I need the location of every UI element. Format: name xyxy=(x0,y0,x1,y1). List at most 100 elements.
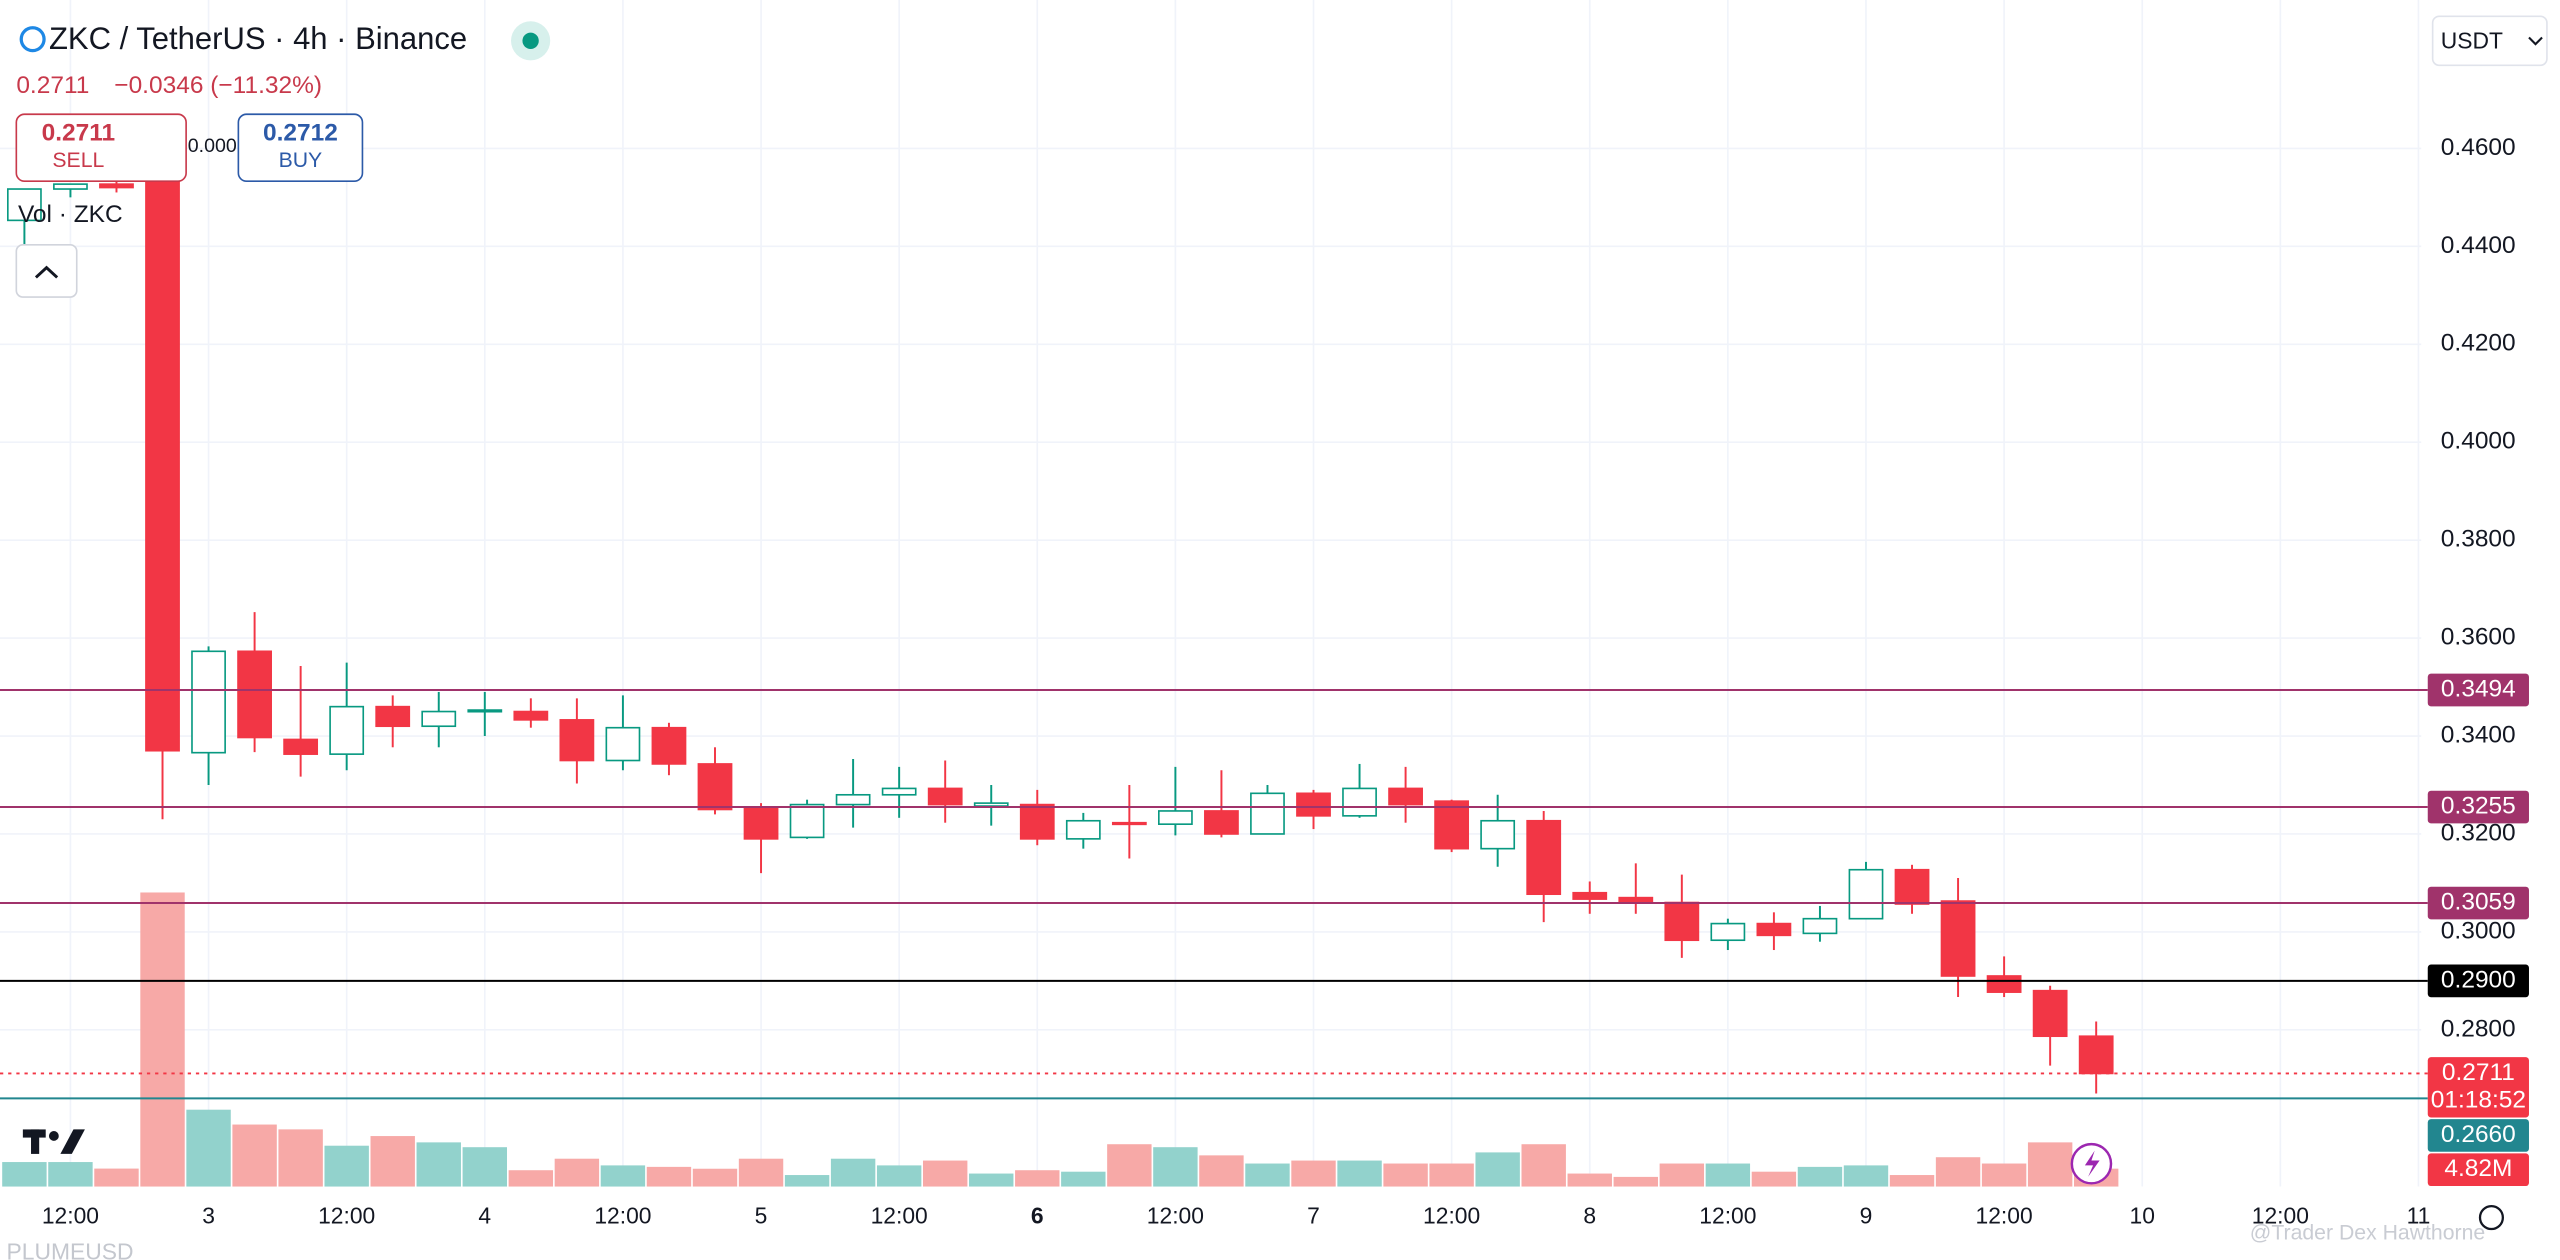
volume-bar xyxy=(2,1162,47,1187)
price-label: 0.3059 xyxy=(2441,888,2516,915)
y-tick-label: 0.4400 xyxy=(2441,232,2516,259)
watermark: @Trader Dex Hawthorne xyxy=(2250,1221,2485,1244)
y-tick-label: 0.3600 xyxy=(2441,624,2516,651)
x-tick-label: 7 xyxy=(1307,1203,1320,1229)
y-tick-label: 0.3400 xyxy=(2441,721,2516,748)
candle-body xyxy=(99,183,134,189)
candle-body xyxy=(467,709,503,713)
volume-bar xyxy=(1153,1147,1198,1187)
volume-bar xyxy=(2027,1142,2073,1187)
plot: 12:00 3 12:00 4 12:00 5 12:00 6 12:00 7 12:00 8 12:0… xyxy=(0,0,2516,1229)
candle-body xyxy=(835,793,871,806)
x-tick-label: 12:00 xyxy=(318,1203,375,1229)
candle-body xyxy=(191,650,226,754)
volume-bar xyxy=(1843,1165,1889,1187)
volume-bar xyxy=(370,1136,415,1187)
volume-bar xyxy=(738,1158,784,1187)
candle-body xyxy=(1111,821,1147,826)
dropdown-icon xyxy=(2528,36,2543,46)
spread: 0.0001 xyxy=(188,135,248,157)
volume-bar xyxy=(1981,1163,2027,1187)
y-tick-label: 0.3800 xyxy=(2441,526,2516,553)
price-label-box xyxy=(2427,1119,2529,1152)
candle-body xyxy=(1802,917,1838,935)
volume-bar xyxy=(94,1168,139,1187)
sell-price: 0.2711 xyxy=(42,119,116,146)
candle-body xyxy=(927,787,963,806)
volume-bar xyxy=(646,1166,692,1187)
candle-body xyxy=(1848,868,1884,920)
candle-body xyxy=(1940,900,1976,977)
price-label: 0.2711 xyxy=(2442,1059,2515,1086)
volume-bar xyxy=(508,1170,554,1187)
volume-bar xyxy=(1567,1173,1612,1187)
volume-bar xyxy=(140,892,185,1187)
buy-button[interactable] xyxy=(237,113,364,182)
volume-bar xyxy=(830,1158,876,1187)
y-tick-label: 0.4600 xyxy=(2441,134,2516,161)
candle-body xyxy=(1158,810,1193,825)
candle-body xyxy=(559,719,595,762)
candle-body xyxy=(1480,819,1516,850)
price-label: 0.3494 xyxy=(2441,675,2516,702)
status-dot xyxy=(522,32,539,49)
candle-body xyxy=(513,710,549,721)
sell-button[interactable] xyxy=(15,113,187,182)
settings-icon[interactable] xyxy=(2478,1204,2504,1231)
volume-bar xyxy=(969,1173,1014,1187)
candle-body xyxy=(651,726,687,765)
symbol-icon xyxy=(19,26,46,53)
candle-body xyxy=(743,807,779,840)
volume-bar xyxy=(186,1109,231,1187)
candle-body xyxy=(1572,891,1608,900)
price-label-box xyxy=(2427,1057,2529,1118)
volume-bar xyxy=(554,1158,600,1187)
lightning-icon xyxy=(2084,1150,2100,1177)
volume-bar xyxy=(876,1165,922,1187)
x-tick-label: 12:00 xyxy=(42,1203,99,1229)
volume-bar xyxy=(1383,1163,1428,1187)
candle-body xyxy=(697,763,733,811)
x-tick-label: 6 xyxy=(1031,1203,1044,1229)
candle-body xyxy=(237,650,272,739)
volume-bar xyxy=(1935,1157,1981,1187)
x-tick-label: 12:00 xyxy=(1423,1203,1480,1229)
candle-body xyxy=(1065,819,1101,840)
candle-body xyxy=(1388,787,1423,806)
volume-bar xyxy=(1797,1166,1843,1187)
x-tick-label: 5 xyxy=(755,1203,768,1229)
volume-label: 4.82M xyxy=(2444,1155,2512,1182)
chevron-icon xyxy=(34,265,59,279)
candle-body xyxy=(1664,901,1700,942)
x-tick-label: 12:00 xyxy=(1699,1203,1756,1229)
candle-body xyxy=(1434,800,1470,850)
currency: USDT xyxy=(2441,27,2503,53)
candle-body xyxy=(1618,896,1654,904)
candle-body xyxy=(1986,975,2022,993)
volume-legend: Vol · ZKC xyxy=(18,201,123,228)
x-tick-label: 12:00 xyxy=(2252,1203,2309,1229)
y-tick-label: 0.2800 xyxy=(2441,1015,2516,1042)
volume-bar xyxy=(232,1124,277,1187)
title: ZKC / TetherUS · 4h · Binance xyxy=(49,21,467,56)
sell-label: SELL xyxy=(52,149,104,172)
volume-bar xyxy=(1107,1144,1152,1187)
volume-bar xyxy=(784,1175,830,1187)
volume-bar xyxy=(1475,1152,1520,1187)
price-label-box xyxy=(2427,790,2529,824)
x-tick-label: 8 xyxy=(1583,1203,1596,1229)
price-label-box xyxy=(2427,673,2529,707)
volume-bar xyxy=(1291,1160,1336,1187)
candle-body xyxy=(2078,1035,2114,1075)
y-tick-label: 0.4200 xyxy=(2441,330,2516,357)
x-tick-label: 10 xyxy=(2130,1203,2155,1229)
volume-bar xyxy=(922,1160,968,1187)
currency-select[interactable] xyxy=(2431,15,2548,67)
volume-label-box xyxy=(2427,1153,2529,1187)
candle-body xyxy=(1526,819,1562,896)
volume-bar xyxy=(278,1129,323,1187)
collapse-button[interactable] xyxy=(15,244,78,298)
x-tick-label: 12:00 xyxy=(1976,1203,2033,1229)
ui: ZKC / TetherUS · 4h · Binance 0.2711 −0.… xyxy=(7,15,2548,1260)
